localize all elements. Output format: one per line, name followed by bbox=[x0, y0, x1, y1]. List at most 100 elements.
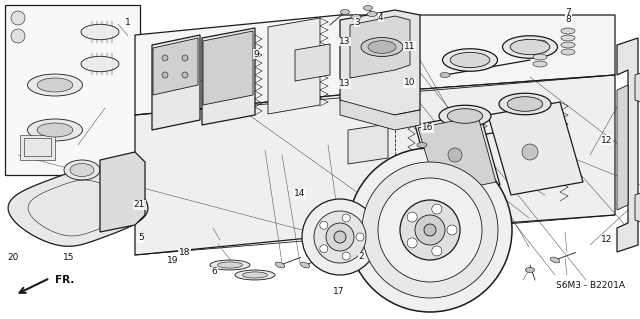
Text: FR.: FR. bbox=[55, 275, 74, 285]
Ellipse shape bbox=[340, 10, 349, 14]
Circle shape bbox=[522, 144, 538, 160]
Polygon shape bbox=[418, 116, 496, 194]
Text: 12: 12 bbox=[601, 235, 612, 244]
Bar bbox=[24, 138, 51, 156]
Circle shape bbox=[432, 204, 442, 214]
Circle shape bbox=[11, 11, 25, 25]
Text: 2: 2 bbox=[359, 252, 364, 261]
Circle shape bbox=[162, 72, 168, 78]
Ellipse shape bbox=[70, 164, 94, 176]
Text: 9: 9 bbox=[253, 50, 259, 59]
Circle shape bbox=[342, 252, 350, 260]
Circle shape bbox=[314, 211, 366, 263]
Circle shape bbox=[362, 162, 498, 298]
Circle shape bbox=[162, 55, 168, 61]
Text: 4: 4 bbox=[378, 13, 383, 22]
Circle shape bbox=[334, 231, 346, 243]
Ellipse shape bbox=[417, 143, 427, 147]
Polygon shape bbox=[617, 38, 638, 252]
Circle shape bbox=[320, 245, 328, 253]
Ellipse shape bbox=[28, 74, 83, 96]
Text: 11: 11 bbox=[404, 42, 415, 51]
Polygon shape bbox=[203, 31, 253, 105]
Circle shape bbox=[320, 221, 328, 229]
Ellipse shape bbox=[550, 257, 560, 263]
Circle shape bbox=[424, 224, 436, 236]
Text: 20: 20 bbox=[7, 253, 19, 262]
Ellipse shape bbox=[235, 270, 275, 280]
Ellipse shape bbox=[243, 272, 268, 278]
Text: 6: 6 bbox=[212, 267, 217, 276]
Ellipse shape bbox=[440, 72, 450, 78]
Ellipse shape bbox=[37, 123, 73, 137]
Polygon shape bbox=[135, 75, 615, 255]
Polygon shape bbox=[415, 113, 500, 197]
Text: 12: 12 bbox=[601, 136, 612, 145]
Ellipse shape bbox=[533, 54, 547, 60]
Text: 13: 13 bbox=[339, 79, 350, 88]
Circle shape bbox=[11, 29, 25, 43]
Polygon shape bbox=[340, 10, 420, 115]
Circle shape bbox=[182, 72, 188, 78]
Polygon shape bbox=[350, 16, 410, 78]
Bar bbox=[20, 135, 55, 160]
Circle shape bbox=[447, 225, 457, 235]
Polygon shape bbox=[348, 124, 388, 164]
Polygon shape bbox=[295, 44, 330, 81]
Ellipse shape bbox=[364, 5, 372, 11]
Text: S6M3 - B2201A: S6M3 - B2201A bbox=[556, 280, 625, 290]
Ellipse shape bbox=[525, 268, 534, 272]
Ellipse shape bbox=[533, 40, 547, 46]
Circle shape bbox=[415, 215, 445, 245]
Ellipse shape bbox=[37, 78, 73, 92]
Polygon shape bbox=[617, 85, 628, 210]
Ellipse shape bbox=[351, 14, 361, 19]
Polygon shape bbox=[100, 152, 145, 232]
Polygon shape bbox=[635, 190, 640, 225]
Circle shape bbox=[407, 212, 417, 222]
Ellipse shape bbox=[561, 35, 575, 41]
Text: 13: 13 bbox=[339, 37, 350, 46]
Circle shape bbox=[400, 200, 460, 260]
Circle shape bbox=[448, 148, 462, 162]
Text: 1: 1 bbox=[125, 18, 131, 27]
Polygon shape bbox=[152, 35, 200, 130]
Text: 7: 7 bbox=[566, 8, 571, 17]
Text: 10: 10 bbox=[404, 78, 415, 87]
Polygon shape bbox=[488, 102, 583, 195]
Ellipse shape bbox=[442, 49, 497, 71]
Ellipse shape bbox=[533, 61, 547, 67]
Polygon shape bbox=[202, 28, 255, 125]
Polygon shape bbox=[135, 15, 615, 115]
Circle shape bbox=[407, 238, 417, 248]
Circle shape bbox=[378, 178, 482, 282]
Circle shape bbox=[342, 214, 350, 222]
Ellipse shape bbox=[561, 42, 575, 48]
Circle shape bbox=[348, 148, 512, 312]
Text: 19: 19 bbox=[167, 256, 179, 265]
Ellipse shape bbox=[447, 109, 483, 123]
Text: 16: 16 bbox=[422, 123, 433, 132]
Ellipse shape bbox=[28, 119, 83, 141]
Circle shape bbox=[356, 233, 364, 241]
Ellipse shape bbox=[450, 52, 490, 68]
Text: 8: 8 bbox=[566, 15, 571, 24]
Polygon shape bbox=[8, 170, 148, 246]
Ellipse shape bbox=[561, 49, 575, 55]
Ellipse shape bbox=[361, 38, 403, 56]
Ellipse shape bbox=[561, 28, 575, 34]
Ellipse shape bbox=[81, 56, 119, 72]
Ellipse shape bbox=[218, 262, 243, 268]
Ellipse shape bbox=[502, 36, 557, 58]
Circle shape bbox=[182, 55, 188, 61]
Text: 14: 14 bbox=[294, 189, 305, 198]
Text: 15: 15 bbox=[63, 253, 75, 262]
Ellipse shape bbox=[499, 93, 551, 115]
Ellipse shape bbox=[510, 39, 550, 55]
Polygon shape bbox=[153, 38, 198, 95]
Ellipse shape bbox=[275, 262, 285, 268]
Ellipse shape bbox=[300, 262, 310, 268]
Circle shape bbox=[432, 246, 442, 256]
Ellipse shape bbox=[367, 11, 377, 17]
Text: 5: 5 bbox=[138, 233, 143, 242]
